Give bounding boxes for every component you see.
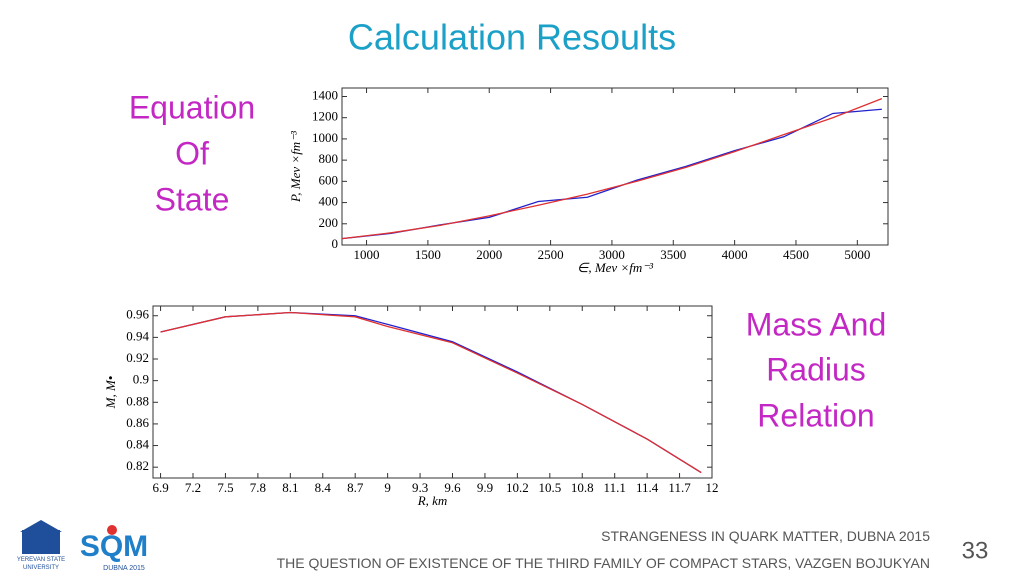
- x-tick-label: 9.9: [477, 480, 493, 495]
- footer: STRANGENESS IN QUARK MATTER, DUBNA 2015: [601, 528, 930, 544]
- x-tick-label: 6.9: [152, 480, 168, 495]
- logo-sqm: SQM DUBNA 2015: [80, 525, 148, 572]
- y-tick-label: 200: [319, 215, 339, 230]
- y-tick-label: 0.94: [126, 328, 149, 343]
- logo-ysu: YEREVAN STATE UNIVERSITY: [17, 520, 65, 571]
- logo-text: YEREVAN STATE: [17, 557, 65, 563]
- x-tick-label: 2000: [476, 247, 502, 262]
- side-label: Radius: [766, 351, 866, 387]
- y-tick-label: 0.88: [126, 393, 149, 408]
- x-tick-label: 10.2: [506, 480, 529, 495]
- x-tick-label: 7.2: [185, 480, 201, 495]
- y-tick-label: 0.96: [126, 307, 149, 322]
- x-tick-label: 12: [706, 480, 719, 495]
- x-tick-label: 2500: [538, 247, 564, 262]
- y-tick-label: 0.86: [126, 415, 149, 430]
- y-tick-label: 0.82: [126, 458, 149, 473]
- x-tick-label: 7.8: [250, 480, 266, 495]
- x-tick-label: 11.1: [604, 480, 626, 495]
- x-tick-label: 3000: [599, 247, 625, 262]
- x-tick-label: 5000: [844, 247, 870, 262]
- logo-text: DUBNA 2015: [103, 565, 145, 572]
- y-axis-label: P, Mev ×fm⁻³: [288, 130, 303, 203]
- x-tick-label: 8.7: [347, 480, 364, 495]
- series-line: [160, 311, 702, 474]
- y-tick-label: 400: [319, 194, 339, 209]
- logo-shape: [22, 530, 60, 554]
- y-tick-label: 1200: [312, 109, 338, 124]
- logo-text: SQM: [80, 530, 148, 563]
- series-line: [160, 311, 702, 474]
- x-tick-label: 9: [384, 480, 391, 495]
- plot-frame: [341, 87, 889, 246]
- logo-shape: [107, 525, 117, 535]
- plot-frame: [152, 305, 713, 479]
- logo-shape: [20, 520, 62, 532]
- x-tick-label: 7.5: [217, 480, 233, 495]
- x-tick-label: 4000: [722, 247, 748, 262]
- logo-text: UNIVERSITY: [23, 565, 59, 571]
- x-tick-label: 11.4: [636, 480, 659, 495]
- x-tick-label: 1500: [415, 247, 441, 262]
- x-tick-label: 11.7: [668, 480, 691, 495]
- side-label: Equation: [129, 89, 255, 125]
- side-label: State: [155, 181, 230, 217]
- x-tick-label: 4500: [783, 247, 809, 262]
- series-line: [341, 98, 883, 240]
- x-tick-label: 3500: [660, 247, 686, 262]
- x-tick-label: 9.6: [444, 480, 461, 495]
- x-axis-label: R, km: [417, 493, 448, 508]
- y-axis-label: M, M•: [103, 376, 118, 410]
- slide-title: Calculation Resoults: [348, 17, 676, 58]
- y-tick-label: 0.84: [126, 437, 149, 452]
- x-tick-label: 9.3: [412, 480, 428, 495]
- y-tick-label: 1000: [312, 130, 338, 145]
- y-tick-label: 600: [319, 172, 339, 187]
- footer: THE QUESTION OF EXISTENCE OF THE THIRD F…: [277, 555, 930, 571]
- side-label: Mass And: [746, 306, 887, 342]
- page-number: 33: [962, 537, 989, 564]
- x-axis-label: ∈, Mev ×fm⁻³: [577, 260, 654, 275]
- y-tick-label: 1400: [312, 87, 338, 102]
- x-tick-label: 1000: [354, 247, 380, 262]
- x-tick-label: 8.4: [315, 480, 332, 495]
- side-label: Relation: [757, 397, 874, 433]
- y-tick-label: 0.92: [126, 350, 149, 365]
- y-tick-label: 800: [319, 151, 339, 166]
- y-tick-label: 0: [332, 236, 339, 251]
- side-label: Of: [175, 135, 209, 171]
- x-tick-label: 10.8: [571, 480, 594, 495]
- y-tick-label: 0.9: [133, 372, 149, 387]
- x-tick-label: 8.1: [282, 480, 298, 495]
- x-tick-label: 10.5: [538, 480, 561, 495]
